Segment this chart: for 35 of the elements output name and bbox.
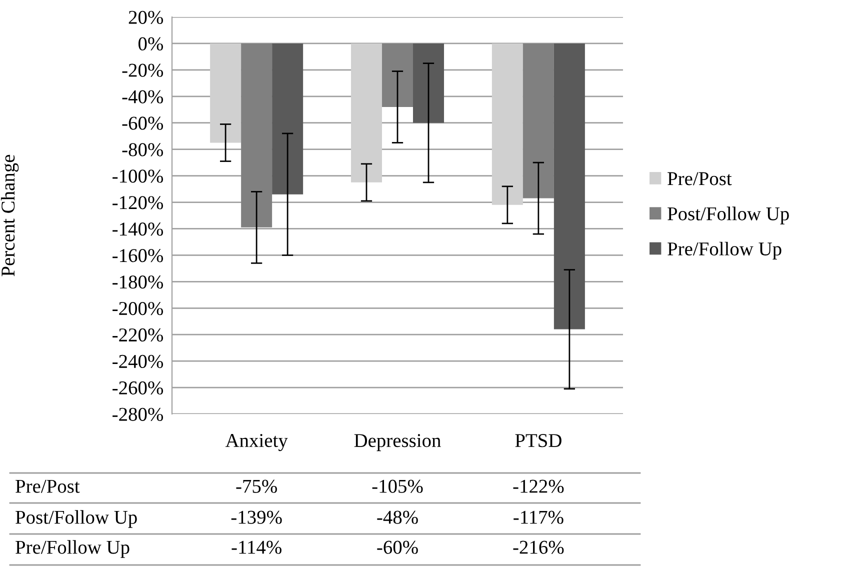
y-tick-label: 20% [128, 10, 164, 24]
data-label: -105% [372, 480, 423, 493]
y-tick-label: 0% [138, 37, 164, 50]
y-tick-label: -200% [112, 302, 164, 316]
legend-label: Post/Follow Up [668, 206, 789, 224]
text: Pre/Post [16, 480, 80, 493]
data-label: -114% [232, 540, 282, 554]
y-tick-label: -220% [112, 328, 164, 342]
data-label: -60% [377, 540, 418, 554]
legend-label: Pre/Post [668, 172, 732, 186]
y-tick-label: -80% [122, 143, 164, 156]
data-label: -216% [513, 540, 564, 554]
data-label: -122% [513, 480, 564, 493]
x-tick-label: Depression [354, 434, 441, 452]
data-label: -48% [377, 510, 418, 524]
y-tick-label: -140% [112, 222, 164, 236]
data-label: -139% [231, 510, 282, 524]
data-label: -117% [514, 510, 564, 524]
legend-label: Pre/Follow Up [668, 242, 782, 260]
y-tick-label: -20% [122, 64, 164, 77]
y-tick-label: -160% [112, 249, 164, 262]
y-tick-label: -280% [112, 408, 164, 421]
y-tick-label: -180% [112, 275, 164, 289]
y-tick-label: -120% [112, 196, 164, 210]
data-label: -75% [236, 480, 277, 493]
x-tick-label: PTSD [515, 434, 562, 448]
text: Pre/Follow Up [16, 540, 130, 558]
y-tick-label: -240% [112, 354, 164, 368]
y-tick-label: -60% [122, 116, 164, 130]
text: Post/Follow Up [16, 510, 137, 528]
y-tick-label: -40% [122, 90, 164, 104]
y-tick-label: -100% [112, 170, 164, 183]
y-axis-title: Percent Change [0, 154, 19, 276]
x-tick-label: Anxiety [225, 434, 288, 452]
y-tick-label: -260% [112, 381, 164, 395]
